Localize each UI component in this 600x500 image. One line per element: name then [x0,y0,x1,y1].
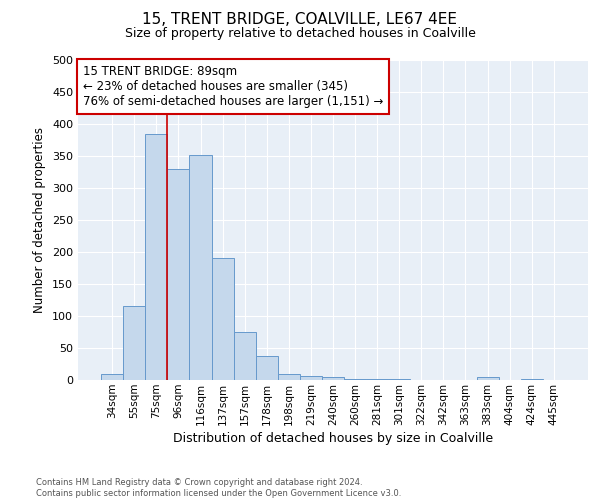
Bar [233,332,256,380]
Bar [322,378,344,380]
Bar [344,378,366,380]
Bar [190,154,212,380]
Text: Contains HM Land Registry data © Crown copyright and database right 2024.
Contai: Contains HM Land Registry data © Crown c… [36,478,401,498]
Text: Size of property relative to detached houses in Coalville: Size of property relative to detached ho… [125,28,475,40]
Bar [123,306,145,380]
Bar [101,374,123,380]
Bar [278,374,300,380]
Y-axis label: Number of detached properties: Number of detached properties [34,127,46,313]
Bar [145,134,167,380]
Bar [212,258,233,380]
Text: 15, TRENT BRIDGE, COALVILLE, LE67 4EE: 15, TRENT BRIDGE, COALVILLE, LE67 4EE [143,12,458,28]
Bar [521,378,543,380]
Bar [476,378,499,380]
Bar [167,169,190,380]
Bar [300,376,322,380]
X-axis label: Distribution of detached houses by size in Coalville: Distribution of detached houses by size … [173,432,493,445]
Text: 15 TRENT BRIDGE: 89sqm
← 23% of detached houses are smaller (345)
76% of semi-de: 15 TRENT BRIDGE: 89sqm ← 23% of detached… [83,65,383,108]
Bar [256,356,278,380]
Bar [366,378,388,380]
